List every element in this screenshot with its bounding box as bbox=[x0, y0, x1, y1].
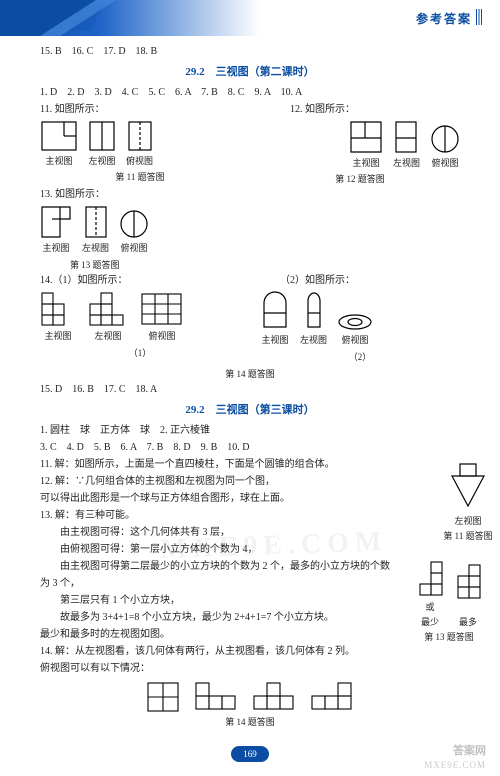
view-label: 俯视图 bbox=[126, 154, 153, 168]
q11-fu-icon bbox=[127, 120, 153, 152]
sec2-q11-caption: 第 11 题答图 bbox=[443, 529, 492, 542]
q14b-opt-icon bbox=[194, 681, 238, 713]
view-label: 左视图 bbox=[393, 156, 420, 170]
q14-1-text: 14.（1）如图所示： bbox=[40, 273, 240, 289]
sec2-mc: 3. C 4. D 5. B 6. A 7. B 8. D 9. B 10. D bbox=[40, 440, 460, 456]
q14b-caption: 第 14 题答图 bbox=[40, 715, 460, 729]
watermark-brand: 答案网 bbox=[453, 742, 486, 758]
q12-zuo-icon bbox=[394, 120, 418, 154]
q14b-opt-icon bbox=[252, 681, 296, 713]
sec2-row1: 1. 圆柱 球 正方体 球 2. 正六棱锥 bbox=[40, 423, 460, 439]
header-label: 参考答案 bbox=[416, 10, 472, 27]
view-label: 俯视图 bbox=[342, 333, 369, 347]
view-label: 左视图 bbox=[82, 241, 109, 255]
q12-caption: 第 12 题答图 bbox=[260, 172, 460, 186]
watermark-url: MXE9E.COM bbox=[424, 760, 486, 770]
q13-zhu-icon bbox=[40, 205, 72, 239]
view-label: 俯视图 bbox=[121, 241, 148, 255]
s13c: 由俯视图可得：第一层小立方体的个数为 4， bbox=[40, 542, 460, 558]
s12a: 12. 解：∵几何组合体的主视图和左视图为同一个图， bbox=[40, 474, 460, 490]
s13d: 由主视图可得第二层最少的小立方块的个数为 2 个，最多的小立方块的个数 bbox=[40, 559, 390, 575]
q11-caption: 第 11 题答图 bbox=[40, 170, 240, 184]
q11-zuo-icon bbox=[88, 120, 116, 152]
q14-caption: 第 14 题答图 bbox=[40, 367, 460, 381]
section-title-29-2-2: 29.2 三视图（第二课时） bbox=[40, 64, 460, 82]
q12-text: 12. 如图所示： bbox=[260, 102, 460, 118]
q14-2-fu-icon bbox=[337, 313, 373, 331]
view-label: 俯视图 bbox=[431, 156, 458, 170]
q12-fu-icon bbox=[430, 124, 460, 154]
sec1-mc-answers: 1. D 2. D 3. D 4. C 5. C 6. A 7. B 8. C … bbox=[40, 85, 460, 101]
section-title-29-2-3: 29.2 三视图（第三课时） bbox=[40, 402, 460, 420]
s13e: 为 3 个， bbox=[40, 576, 460, 592]
sec2-q13-figure: 或 最少 最多 第 13 题答图 bbox=[404, 560, 494, 644]
q14b-opt-icon bbox=[146, 681, 180, 713]
q13-zuo-icon bbox=[84, 205, 108, 239]
view-label: 左视图 bbox=[94, 329, 121, 343]
s13a: 13. 解：有三种可能。 bbox=[40, 508, 460, 524]
sec2-q11-figure: 左视图 第 11 题答图 bbox=[438, 462, 498, 542]
s13g: 故最多为 3+4+1=8 个小立方块，最少为 2+4+1=7 个小立方块。 bbox=[40, 610, 460, 626]
min-cubes-icon bbox=[415, 560, 445, 600]
q14-sub1: （1） bbox=[40, 346, 240, 360]
q13-figures: 主视图 左视图 俯视图 bbox=[40, 205, 460, 255]
q13-text: 13. 如图所示： bbox=[40, 187, 460, 203]
view-label: 主视图 bbox=[42, 241, 69, 255]
sec2-q13-caption: 第 13 题答图 bbox=[404, 630, 494, 643]
answer-line-15-18: 15. B 16. C 17. D 18. B bbox=[40, 44, 460, 60]
view-label: 俯视图 bbox=[148, 329, 175, 343]
q14-1-zuo-icon bbox=[86, 291, 130, 327]
max-label: 最多 bbox=[459, 615, 477, 628]
s13b: 由主视图可得：这个几何体共有 3 层， bbox=[40, 525, 460, 541]
answer-line-15b: 15. D 16. B 17. C 18. A bbox=[40, 382, 460, 398]
view-label: 左视图 bbox=[300, 333, 327, 347]
q11-figures: 主视图 左视图 俯视图 bbox=[40, 120, 240, 168]
s13h: 最少和最多时的左视图如图。 bbox=[40, 627, 460, 643]
s14b: 俯视图可以有以下情况： bbox=[40, 661, 460, 677]
q14-sub2: （2） bbox=[260, 350, 460, 364]
q13-caption: 第 13 题答图 bbox=[70, 258, 460, 272]
q14-2-zhu-icon bbox=[260, 291, 290, 331]
q11-text: 11. 如图所示： bbox=[40, 102, 240, 118]
q14b-figures bbox=[40, 681, 460, 713]
view-label: 主视图 bbox=[45, 154, 72, 168]
s11: 11. 解：如图所示，上面是一个直四棱柱，下面是个圆锥的组合体。 bbox=[40, 457, 460, 473]
q14-2-figures: 主视图 左视图 俯视图 bbox=[260, 291, 460, 347]
view-label: 主视图 bbox=[352, 156, 379, 170]
q14b-opt-icon bbox=[310, 681, 354, 713]
q11-zhu-icon bbox=[40, 120, 78, 152]
q14-1-fu-icon bbox=[140, 291, 184, 327]
view-label: 主视图 bbox=[44, 329, 71, 343]
triangle-on-rect-icon bbox=[446, 462, 490, 512]
q14-2-zuo-icon bbox=[305, 291, 323, 331]
page-content: 15. B 16. C 17. D 18. B 29.2 三视图（第二课时） 1… bbox=[40, 44, 460, 730]
max-cubes-icon bbox=[453, 563, 483, 603]
s12b: 可以得出此图形是一个球与正方体组合图形，球在上面。 bbox=[40, 491, 460, 507]
q14-1-figures: 主视图 左视图 俯视图 bbox=[40, 291, 240, 343]
q14-2-text: （2）如图所示： bbox=[260, 273, 460, 289]
q14-1-zhu-icon bbox=[40, 291, 76, 327]
view-label: 左视图 bbox=[88, 154, 115, 168]
min-label: 最少 bbox=[421, 615, 439, 628]
s14a: 14. 解：从左视图看，该几何体有两行，从主视图看，该几何体有 2 列。 bbox=[40, 644, 460, 660]
header-divider-bars bbox=[476, 9, 482, 25]
q12-zhu-icon bbox=[349, 120, 383, 154]
view-label: 主视图 bbox=[261, 333, 288, 347]
q13-fu-icon bbox=[119, 209, 149, 239]
s13f: 第三层只有 1 个小立方块， bbox=[40, 593, 460, 609]
view-label: 左视图 bbox=[454, 514, 481, 527]
q12-figures: 主视图 左视图 俯视图 bbox=[260, 120, 460, 170]
page-number: 169 bbox=[231, 746, 269, 762]
